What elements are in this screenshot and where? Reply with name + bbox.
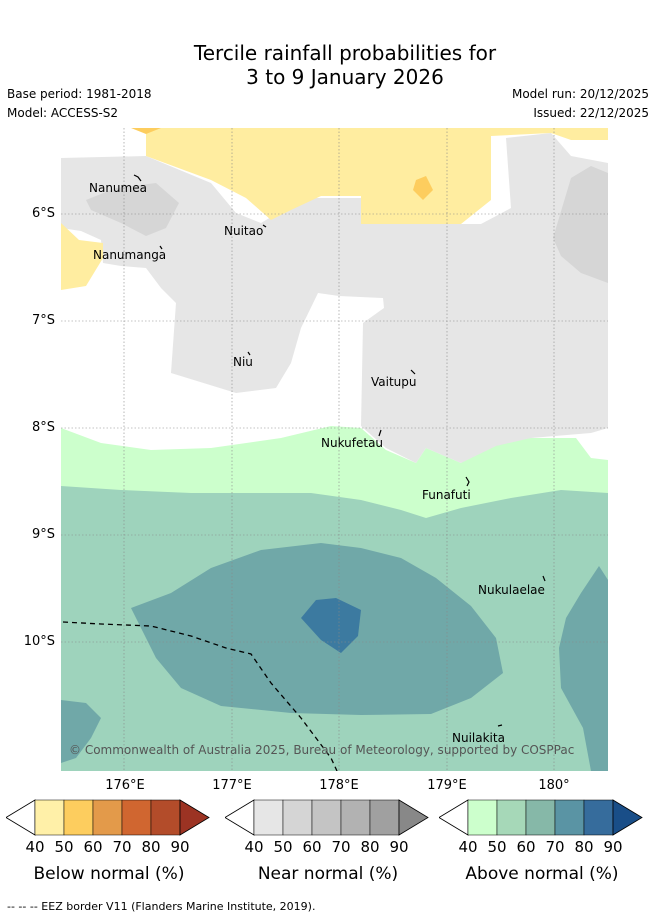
below-colorbar-swatch [92,799,123,836]
below-colorbar-swatch [150,799,181,836]
place-label-funafuti: Funafuti [422,488,471,502]
map-copyright: © Commonwealth of Australia 2025, Bureau… [69,743,575,757]
near-tick-80: 80 [360,838,380,856]
below-tick-80: 80 [141,838,161,856]
lat-label-8s: 8°S [31,420,55,435]
below-normal-label: Below normal (%) [33,864,185,884]
place-label-nukufetau: Nukufetau [321,436,384,450]
lon-label-177e: 177°E [212,778,252,793]
place-label-nuitao: Nuitao [224,224,264,238]
above-colorbar-swatch [496,799,527,836]
below-normal-40-zone-north [146,128,608,224]
above-tick-40: 40 [458,838,478,856]
above-normal-colorbar [439,799,643,836]
near-colorbar-end-triangle [398,799,429,836]
below-colorbar-swatch [34,799,65,836]
below-normal-40-zone-west [61,223,103,290]
near-tick-50: 50 [273,838,293,856]
lat-label-7s: 7°S [31,313,55,328]
near-tick-90: 90 [389,838,409,856]
near-tick-60: 60 [302,838,322,856]
above-tick-80: 80 [574,838,594,856]
below-colorbar-swatch [121,799,152,836]
above-tick-60: 60 [516,838,536,856]
lat-label-6s: 6°S [31,206,55,221]
below-colorbar-swatch [63,799,94,836]
issued-date: Issued: 22/12/2025 [533,106,649,120]
place-label-niu: Niu [233,355,253,369]
above-tick-90: 90 [603,838,623,856]
lon-label-180: 180° [538,778,570,793]
near-colorbar-swatch [253,799,284,836]
lat-label-10s: 10°S [23,634,55,649]
lat-label-9s: 9°S [31,527,55,542]
lon-label-179e: 179°E [427,778,467,793]
near-colorbar-swatch [282,799,313,836]
above-normal-60-zone-east [559,566,608,771]
near-normal-40-zone [61,133,608,463]
below-tick-70: 70 [112,838,132,856]
above-colorbar-start-triangle [439,799,469,836]
below-tick-60: 60 [83,838,103,856]
place-label-nanumanga: Nanumanga [93,248,167,262]
island-marks [133,174,546,727]
above-colorbar-swatch [583,799,614,836]
above-tick-50: 50 [487,838,507,856]
near-normal-50-zone-west [86,183,179,236]
above-normal-70-zone [301,598,361,653]
model-run-date: Model run: 20/12/2025 [511,87,649,101]
eez-border-line [62,621,338,771]
above-colorbar-swatch [554,799,585,836]
below-colorbar-end-triangle [179,799,210,836]
near-tick-70: 70 [331,838,351,856]
near-tick-40: 40 [244,838,264,856]
below-tick-50: 50 [54,838,74,856]
lon-label-178e: 178°E [319,778,359,793]
near-colorbar-swatch [340,799,371,836]
probability-map [61,128,608,771]
above-normal-60-zone-southwest [61,700,101,763]
map-title-line1: Tercile rainfall probabilities for [193,41,497,65]
above-tick-70: 70 [545,838,565,856]
near-colorbar-swatch [369,799,400,836]
above-colorbar-end-triangle [612,799,643,836]
above-colorbar-swatch [467,799,498,836]
map-title-line2: 3 to 9 January 2026 [246,65,444,89]
below-colorbar-start-triangle [6,799,36,836]
place-label-nukulaelae: Nukulaelae [478,583,545,597]
above-normal-ticks: 40 50 60 70 80 90 [439,838,645,858]
below-normal-colorbar [6,799,210,836]
below-tick-40: 40 [25,838,45,856]
above-colorbar-swatch [525,799,556,836]
near-normal-50-zone-east [553,166,608,283]
near-normal-colorbar [225,799,429,836]
near-normal-ticks: 40 50 60 70 80 90 [225,838,431,858]
lon-label-176e: 176°E [105,778,145,793]
near-normal-label: Near normal (%) [257,864,399,884]
below-normal-50-zone-top [131,128,161,134]
eez-border-note: -- -- -- EEZ border V11 (Flanders Marine… [7,900,316,913]
place-label-vaitupu: Vaitupu [371,375,417,389]
model-name: Model: ACCESS-S2 [7,106,119,120]
below-normal-50-zone [413,176,433,200]
below-normal-ticks: 40 50 60 70 80 90 [6,838,212,858]
below-tick-90: 90 [170,838,190,856]
base-period: Base period: 1981-2018 [7,87,152,101]
place-label-nanumea: Nanumea [89,181,147,195]
near-colorbar-start-triangle [225,799,255,836]
map-gridlines [61,128,608,771]
place-label-nuilakita: Nuilakita [452,731,505,745]
near-colorbar-swatch [311,799,342,836]
above-normal-label: Above normal (%) [465,864,619,884]
